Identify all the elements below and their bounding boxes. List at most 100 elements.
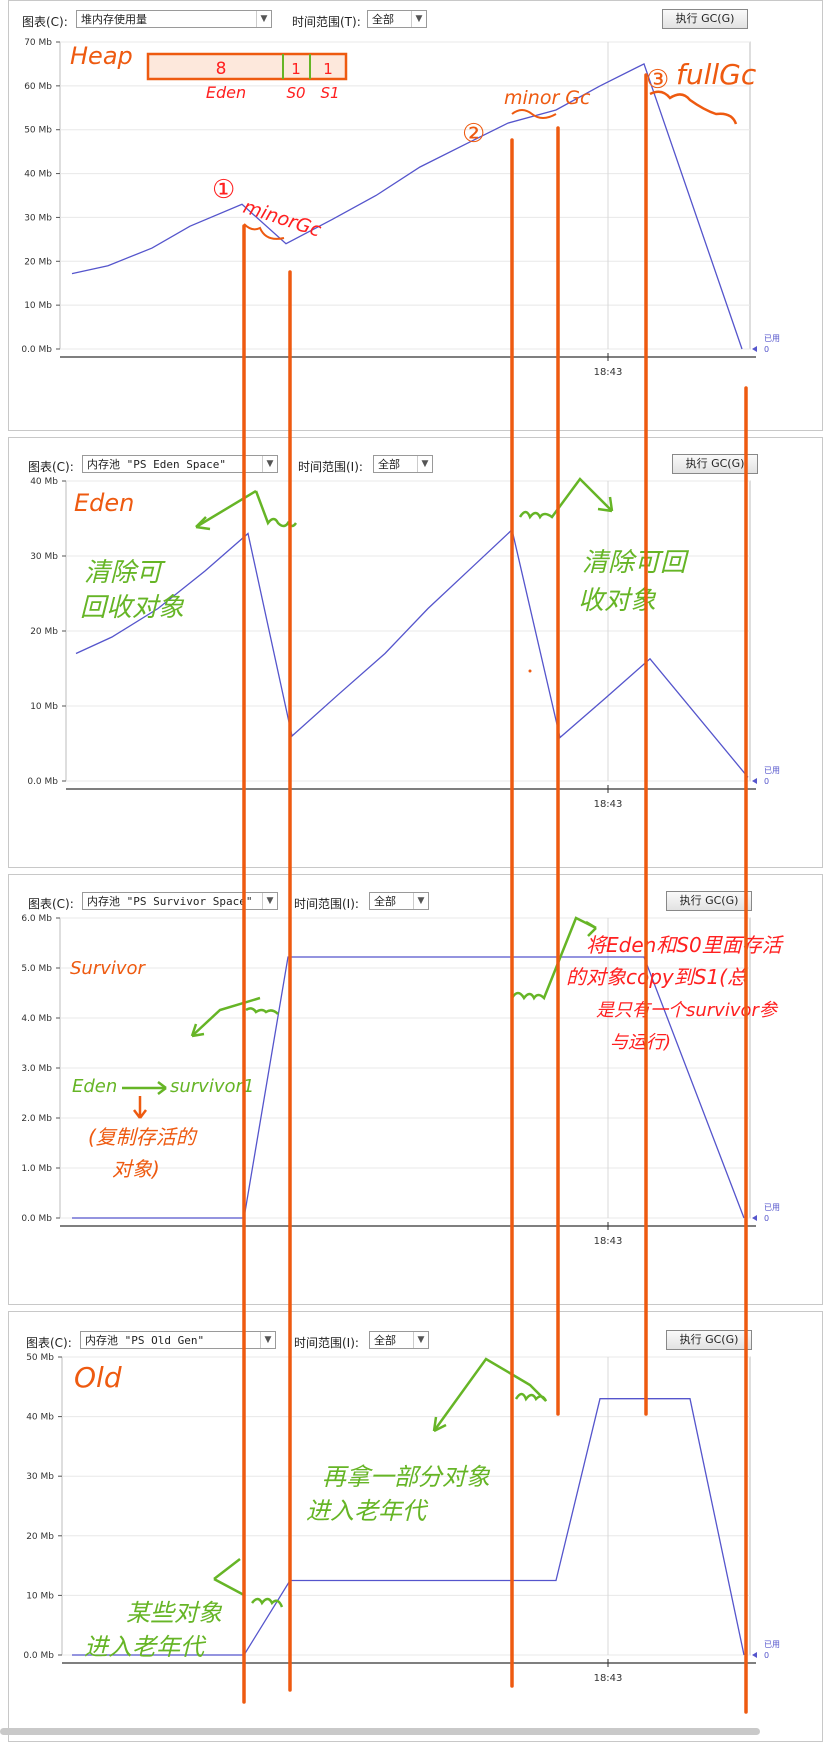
y-tick-label: 30 Mb (30, 552, 58, 562)
chevron-down-icon: ▼ (417, 456, 432, 472)
legend-value: 0 (764, 1214, 769, 1223)
legend-marker (752, 778, 757, 784)
y-tick-label: 10 Mb (24, 301, 52, 311)
step-1-marker: ① (212, 175, 235, 205)
step-2-marker: ② (462, 119, 485, 149)
y-tick-label: 3.0 Mb (21, 1064, 52, 1074)
chart-select-value: 堆内存使用量 (81, 13, 147, 26)
y-tick-label: 20 Mb (24, 257, 52, 267)
flow-from-label: Eden (72, 1076, 117, 1097)
horizontal-scrollbar[interactable] (0, 1728, 760, 1735)
heap-panel: 图表(C): 堆内存使用量 ▼ 时间范围(T): 全部 ▼ 执行 GC(G) 0.0… (0, 0, 831, 435)
y-tick-label: 40 Mb (30, 477, 58, 487)
chevron-down-icon: ▼ (262, 456, 277, 472)
legend-value: 0 (764, 777, 769, 786)
stray-dot (529, 670, 532, 673)
y-tick-label: 1.0 Mb (21, 1164, 52, 1174)
y-tick-label: 50 Mb (24, 126, 52, 136)
copy-note-line2: 对象) (112, 1157, 160, 1181)
chevron-down-icon: ▼ (256, 11, 271, 27)
survivor-chart: 0.0 Mb 1.0 Mb 2.0 Mb 3.0 Mb 4.0 Mb 5.0 Mb 6.0 … (0, 908, 831, 1308)
legend-label: 已用 (764, 334, 780, 343)
eden-title: Eden (74, 489, 134, 517)
x-tick-label: 18:43 (594, 1236, 623, 1247)
time-select[interactable]: 全部 ▼ (367, 10, 427, 28)
s0-caption: S0 (286, 84, 305, 102)
right-note-line1: 将Eden和S0里面存活 (586, 933, 785, 957)
y-tick-label: 40 Mb (24, 170, 52, 180)
old-chart: 0.0 Mb 10 Mb 20 Mb 30 Mb 40 Mb 50 Mb 18:43 已用 0 O… (0, 1345, 831, 1745)
right-note-line2: 的对象copy到S1(总 (566, 965, 747, 989)
x-tick-label: 18:43 (594, 799, 623, 810)
y-tick-label: 70 Mb (24, 38, 52, 48)
perform-gc-button[interactable]: 执行 GC(G) (662, 9, 748, 29)
right-note-line4: 与运行) (610, 1032, 671, 1053)
right-note-line3: 是只有一个survivor参 (596, 1000, 779, 1021)
y-tick-label: 0.0 Mb (21, 345, 52, 355)
y-tick-label: 40 Mb (26, 1413, 54, 1423)
eden-ratio: 8 (216, 59, 227, 79)
legend-marker (752, 1215, 757, 1221)
y-tick-label: 60 Mb (24, 82, 52, 92)
legend-label: 已用 (764, 1640, 780, 1649)
chevron-down-icon: ▼ (262, 893, 277, 909)
left-note-line1: 某些对象 (126, 1599, 223, 1627)
y-tick-label: 0.0 Mb (27, 777, 58, 787)
y-tick-label: 20 Mb (26, 1532, 54, 1542)
y-tick-label: 30 Mb (24, 213, 52, 223)
y-tick-label: 0.0 Mb (21, 1214, 52, 1224)
right-note-line1: 清除可回 (582, 548, 690, 578)
y-tick-label: 4.0 Mb (21, 1014, 52, 1024)
eden-panel: 图表(C): 内存池 "PS Eden Space"▼ 时间范围(I): 全部▼… (0, 437, 831, 872)
old-title: Old (74, 1361, 122, 1394)
chart-label: 图表(C): (22, 13, 68, 30)
survivor-panel: 图表(C): 内存池 "PS Survivor Space"▼ 时间范围(I):… (0, 874, 831, 1309)
y-tick-label: 5.0 Mb (21, 964, 52, 974)
heap-annotation: Heap (70, 42, 133, 70)
legend-marker (752, 1652, 757, 1658)
x-tick-label: 18:43 (594, 1673, 623, 1684)
full-gc-label: fullGc (676, 58, 757, 91)
y-tick-label: 50 Mb (26, 1353, 54, 1363)
old-panel: 图表(C): 内存池 "PS Old Gen"▼ 时间范围(I): 全部▼ 执行… (0, 1311, 831, 1746)
x-tick-label: 18:43 (594, 367, 623, 378)
mid-note-line2: 进入老年代 (306, 1497, 429, 1525)
flow-to-label: survivor1 (170, 1076, 254, 1097)
left-note-line2: 进入老年代 (84, 1633, 207, 1661)
left-note-line2: 回收对象 (80, 593, 185, 623)
copy-note-line1: (复制存活的 (88, 1125, 198, 1149)
right-note-line2: 收对象 (578, 586, 657, 616)
chart-select[interactable]: 堆内存使用量 ▼ (76, 10, 272, 28)
s0-ratio: 1 (291, 60, 301, 78)
chart-select-value: 内存池 "PS Survivor Space" (87, 895, 252, 908)
heap-toolbar: 图表(C): 堆内存使用量 ▼ 时间范围(T): 全部 ▼ 执行 GC(G) (22, 10, 812, 32)
heap-chart: 0.0 Mb 10 Mb 20 Mb 30 Mb 40 Mb 50 Mb 60 Mb 70 M… (0, 34, 831, 434)
y-tick-label: 0.0 Mb (23, 1651, 54, 1661)
survivor-title: Survivor (70, 958, 147, 979)
time-select-value: 全部 (378, 458, 400, 471)
left-note-line1: 清除可 (84, 558, 166, 588)
chevron-down-icon: ▼ (411, 11, 426, 27)
time-select-value: 全部 (372, 13, 394, 26)
y-tick-label: 10 Mb (26, 1591, 54, 1601)
chart-select-value: 内存池 "PS Eden Space" (87, 458, 226, 471)
mid-note-line1: 再拿一部分对象 (322, 1463, 491, 1491)
time-select-value: 全部 (374, 895, 396, 908)
eden-caption: Eden (206, 83, 246, 102)
legend-marker (752, 346, 757, 352)
s1-ratio: 1 (323, 60, 333, 78)
s1-caption: S1 (320, 84, 339, 102)
time-label: 时间范围(T): (292, 13, 361, 30)
y-tick-label: 30 Mb (26, 1472, 54, 1482)
y-tick-label: 6.0 Mb (21, 914, 52, 924)
heap-structure-box (148, 54, 346, 79)
legend-label: 已用 (764, 1203, 780, 1212)
minor-gc-2-label: minor Gc (504, 87, 591, 109)
legend-value: 0 (764, 1651, 769, 1660)
legend-value: 0 (764, 345, 769, 354)
legend-label: 已用 (764, 766, 780, 775)
y-tick-label: 20 Mb (30, 627, 58, 637)
chevron-down-icon: ▼ (413, 893, 428, 909)
y-tick-label: 2.0 Mb (21, 1114, 52, 1124)
